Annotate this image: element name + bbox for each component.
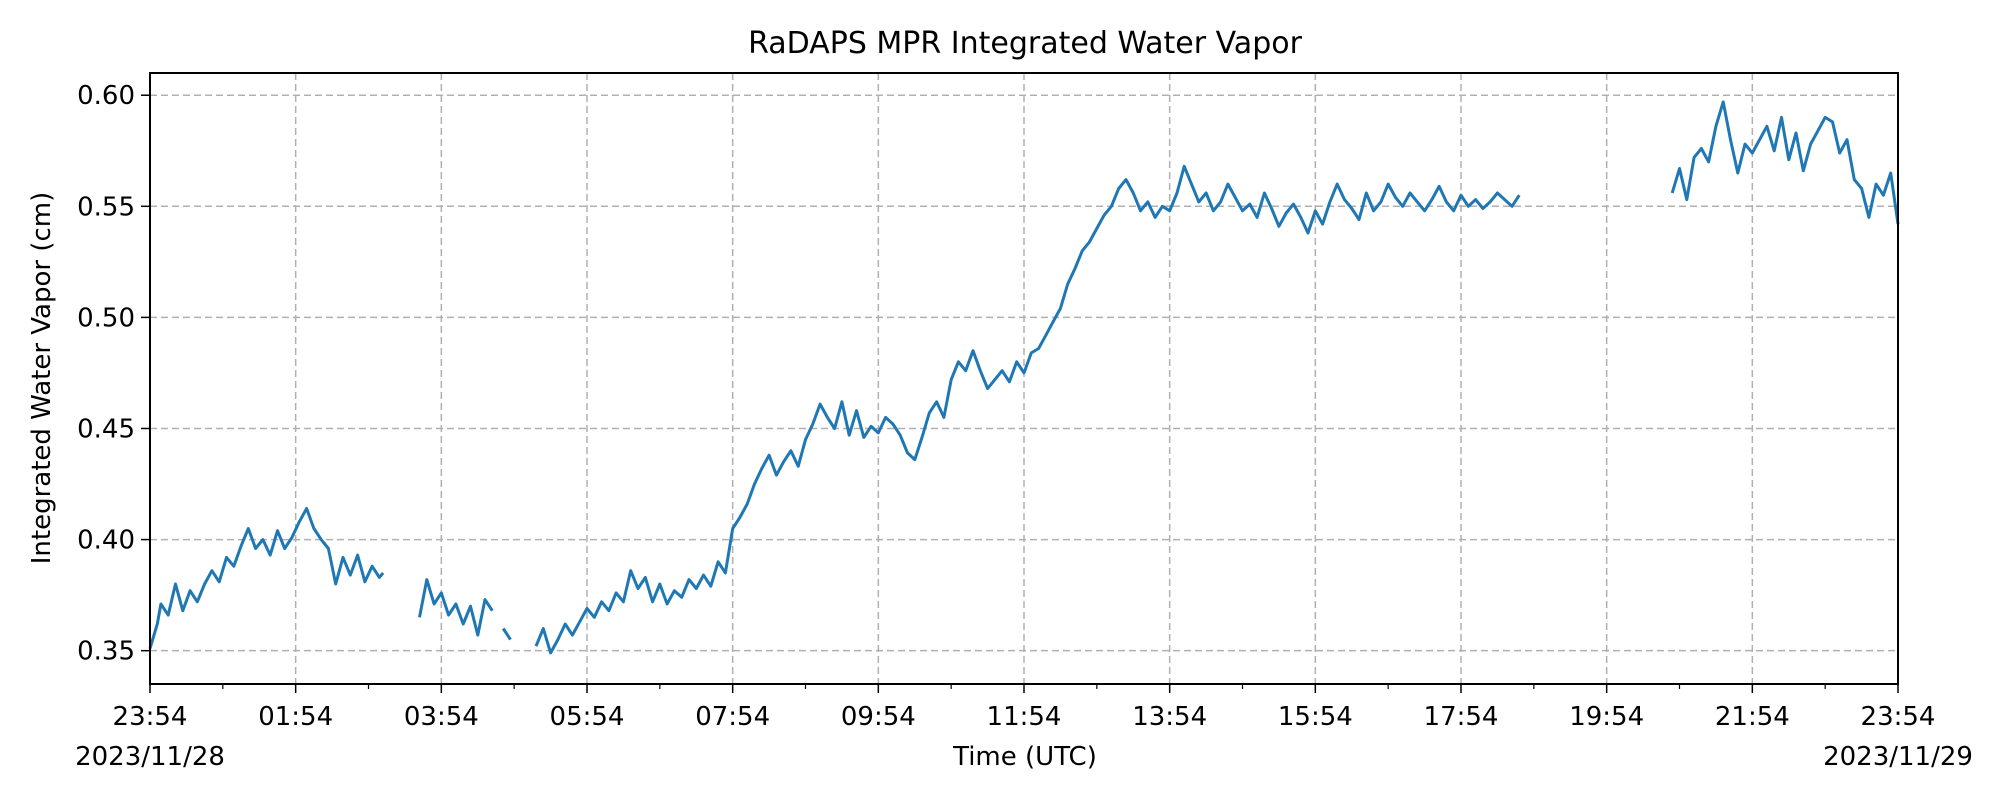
y-tick-label: 0.40 [77,526,135,556]
chart-title: RaDAPS MPR Integrated Water Vapor [748,26,1303,61]
x-tick-label: 11:54 [987,702,1062,732]
x-tick-label: 09:54 [841,702,916,732]
iwv-series-segment [148,507,385,649]
y-tick-label: 0.35 [77,637,135,667]
y-axis: 0.35 0.40 0.45 0.50 0.55 0.60 [77,81,150,667]
gridlines [150,73,1898,684]
x-tick-label: 23:54 [113,702,188,732]
iwv-series-segment [501,627,512,641]
y-axis-label: Integrated Water Vapor (cm) [27,192,57,565]
x-tick-label: 13:54 [1132,702,1207,732]
x-tick-label: 23:54 [1861,702,1936,732]
x-axis-label: Time (UTC) [952,742,1097,772]
y-tick-label: 0.60 [77,81,135,111]
x-start-date: 2023/11/28 [75,742,225,772]
x-tick-label: 03:54 [404,702,479,732]
iwv-series-segment [1670,100,1900,225]
iwv-series-segment [418,578,494,637]
x-tick-label: 07:54 [695,702,770,732]
x-axis: 23:54 01:54 03:54 05:54 07:54 09:54 11:54 13:54… [113,684,1936,732]
x-tick-label: 05:54 [550,702,625,732]
x-tick-label: 21:54 [1715,702,1790,732]
series-layer [148,100,1900,655]
x-tick-label: 15:54 [1278,702,1353,732]
y-tick-label: 0.45 [77,414,135,444]
x-end-date: 2023/11/29 [1823,742,1973,772]
iwv-series-segment [534,164,1521,655]
x-tick-label: 01:54 [258,702,333,732]
x-tick-label: 17:54 [1424,702,1499,732]
y-tick-label: 0.50 [77,303,135,333]
x-tick-label: 19:54 [1569,702,1644,732]
y-tick-label: 0.55 [77,192,135,222]
